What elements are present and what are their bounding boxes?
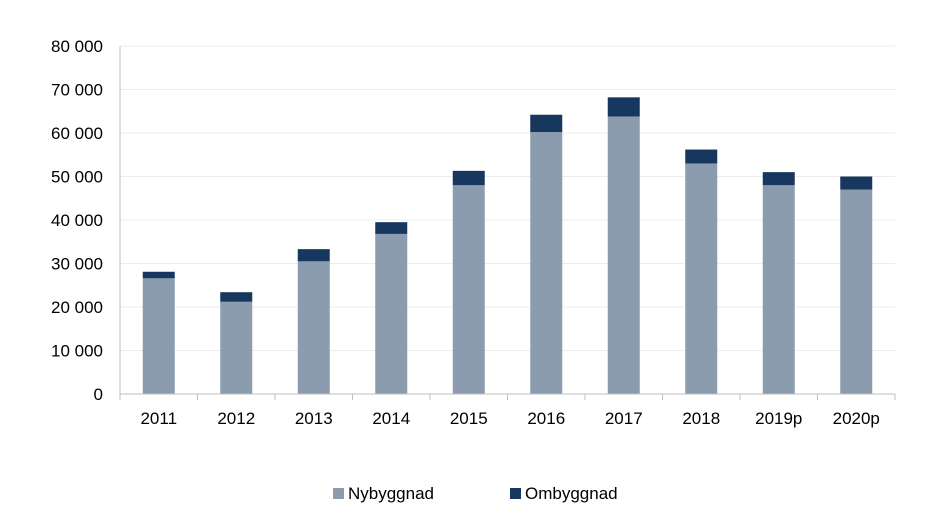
bar-nybyggnad-2014	[375, 233, 408, 394]
bar-ombyggnad-2011	[142, 271, 175, 279]
bar-ombyggnad-2020p	[840, 176, 873, 190]
x-tick-label: 2013	[295, 409, 333, 428]
y-tick-label: 10 000	[51, 342, 103, 361]
x-tick-label: 2014	[372, 409, 410, 428]
x-tick-label: 2015	[450, 409, 488, 428]
x-tick-label: 2012	[217, 409, 255, 428]
bar-nybyggnad-2016	[530, 132, 563, 394]
x-tick-label: 2011	[140, 409, 177, 428]
bar-nybyggnad-2015	[452, 185, 485, 394]
y-tick-label: 80 000	[51, 37, 103, 56]
bar-ombyggnad-2018	[685, 149, 718, 164]
legend: Nybyggnad Ombyggnad	[333, 484, 618, 503]
legend-swatch-ombyggnad	[510, 488, 521, 499]
bar-ombyggnad-2013	[297, 249, 330, 262]
x-tick-label: 2020p	[833, 409, 880, 428]
x-tick-label: 2018	[682, 409, 720, 428]
y-axis-ticks: 0 10 000 20 000 30 000 40 000 50 000 60 000 70 …	[51, 37, 103, 404]
x-tick-label: 2016	[527, 409, 565, 428]
y-tick-label: 20 000	[51, 298, 103, 317]
axes	[119, 46, 896, 400]
legend-label-nybyggnad: Nybyggnad	[348, 484, 434, 503]
y-tick-label: 0	[94, 385, 103, 404]
bar-ombyggnad-2014	[375, 222, 408, 234]
bar-nybyggnad-2011	[142, 278, 175, 394]
x-tick-label: 2017	[605, 409, 643, 428]
x-axis-ticks: 2011 2012 2013 2014 2015 2016 2017 2018 2019p 202…	[140, 409, 879, 428]
bar-ombyggnad-2017	[607, 97, 640, 117]
bar-ombyggnad-2012	[220, 292, 253, 302]
legend-swatch-nybyggnad	[333, 488, 344, 499]
bar-nybyggnad-2017	[607, 116, 640, 394]
y-tick-label: 30 000	[51, 255, 103, 274]
y-tick-label: 50 000	[51, 168, 103, 187]
bar-nybyggnad-2019p	[762, 185, 795, 394]
bars	[142, 97, 873, 394]
bar-ombyggnad-2015	[452, 170, 485, 186]
y-tick-label: 40 000	[51, 211, 103, 230]
bar-ombyggnad-2019p	[762, 172, 795, 186]
bar-nybyggnad-2018	[685, 163, 718, 394]
bar-nybyggnad-2012	[220, 301, 253, 394]
bar-nybyggnad-2020p	[840, 189, 873, 394]
legend-label-ombyggnad: Ombyggnad	[525, 484, 618, 503]
x-tick-label: 2019p	[755, 409, 802, 428]
bar-ombyggnad-2016	[530, 114, 563, 133]
y-tick-label: 60 000	[51, 124, 103, 143]
y-tick-label: 70 000	[51, 81, 103, 100]
bar-nybyggnad-2013	[297, 261, 330, 394]
